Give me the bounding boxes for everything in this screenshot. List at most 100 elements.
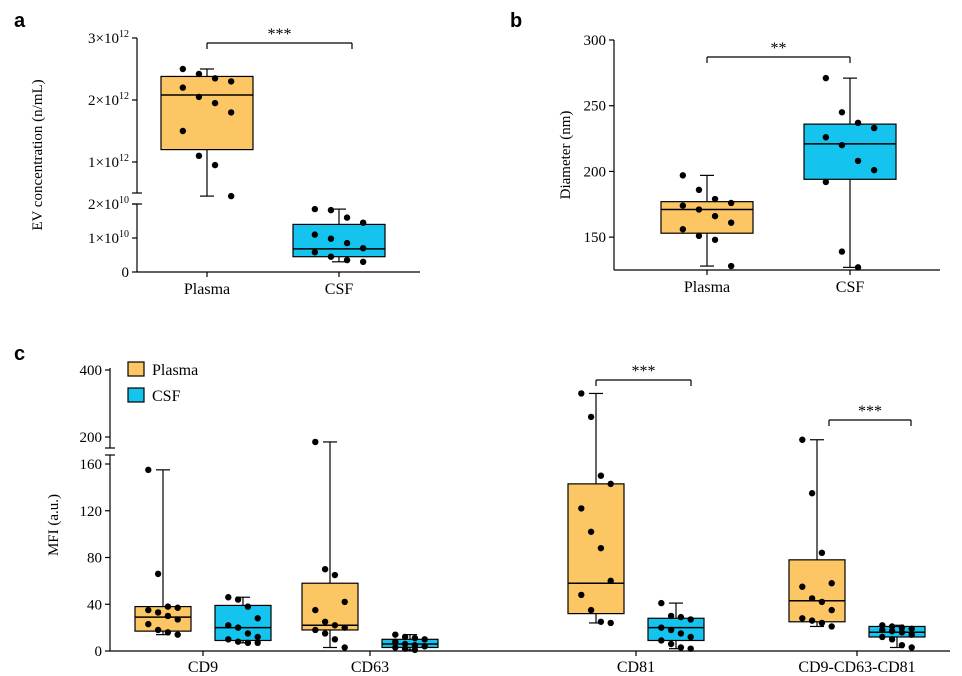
panel-c-xtick-label: CD9-CD63-CD81 — [798, 659, 915, 676]
legend-csf-swatch — [127, 387, 145, 403]
panel-b-plasma-point — [711, 236, 719, 243]
panel-b-csf-point — [838, 248, 846, 255]
panel-a-xtick-label: CSF — [325, 281, 354, 298]
panel-b-plasma-box — [660, 201, 754, 234]
panel-b-csf-point — [870, 166, 878, 174]
panel-c-csf-1-point — [392, 638, 399, 645]
legend-plasma-swatch — [127, 361, 145, 377]
panel-c-plasma-0-point — [164, 629, 172, 636]
panel-b-plasma-point — [679, 172, 687, 179]
panel-c-csf-0-point — [225, 594, 232, 601]
panel-b-csf-point — [822, 74, 830, 82]
panel-c-xtick-label: CD63 — [351, 659, 389, 676]
panel-c-csf-3-point — [908, 631, 915, 638]
panel-c-ytick-label: 200 — [80, 430, 103, 446]
panel-b-ytick-label: 300 — [584, 33, 607, 49]
panel-a-csf-point — [327, 253, 335, 260]
panel-c-plasma-3-point — [799, 583, 806, 590]
panel-a-letter: a — [14, 10, 26, 32]
panel-c-csf-2-point — [677, 630, 685, 637]
panel-c-csf-0-point — [225, 636, 232, 643]
panel-c-xtick-label: CD9 — [188, 659, 218, 676]
panel-b-csf-box — [803, 123, 897, 180]
panel-b-csf-point — [822, 134, 830, 141]
panel-c-plasma-1-point — [341, 644, 348, 651]
panel-c-plasma-1-point — [321, 630, 329, 637]
panel-c-plasma-3-point — [799, 615, 806, 622]
panel-c-csf-2-point — [687, 633, 694, 641]
panel-c-plasma-2-point — [607, 619, 614, 627]
panel-a-ytick-label: 1×1012 — [88, 153, 129, 171]
panel-c-plasma-2-point — [597, 544, 605, 552]
panel-c-plasma-1-point — [331, 636, 339, 643]
panel-a-csf-point — [311, 249, 319, 256]
panel-c-plasma-0-point — [174, 604, 181, 611]
panel-a-significance-label: *** — [268, 26, 292, 43]
panel-c-csf-1-point — [401, 633, 409, 641]
panel-c-csf-3-point — [908, 644, 915, 651]
panel-a-csf-point — [343, 214, 351, 221]
panel-a-ytick-label: 2×1012 — [88, 91, 129, 109]
panel-c-plasma-0-point — [154, 626, 162, 634]
panel-a-csf-point — [343, 256, 351, 264]
panel-c-significance-triple-label: *** — [858, 403, 882, 420]
panel-c-plasma-3-point — [828, 580, 835, 587]
panel-c-csf-0-point — [254, 639, 261, 647]
panel-c-ytick-label: 0 — [95, 644, 103, 660]
panel-a-ytick-label: 1×1010 — [88, 229, 129, 247]
panel-a-csf-point — [311, 205, 319, 213]
panel-c-ytick-label: 160 — [80, 457, 103, 473]
panel-c-csf-3-point — [898, 629, 906, 636]
panel-c-plasma-2-point — [578, 505, 585, 512]
panel-c-plasma-3-point — [818, 619, 826, 627]
panel-c-csf-1-point — [411, 641, 419, 649]
panel-c-plasma-1-point — [331, 571, 339, 579]
panel-b-csf-point — [838, 141, 846, 149]
panel-c-csf-1-point — [401, 640, 409, 648]
panel-b-plasma-point — [727, 199, 735, 207]
panel-a-csf-point — [311, 231, 319, 238]
panel-a-csf-point — [359, 245, 367, 252]
panel-a-plasma-point — [227, 109, 235, 116]
panel-c-ytick-label: 120 — [80, 504, 103, 520]
panel-c-ylabel: MFI (a.u.) — [46, 494, 62, 556]
panel-b-ylabel: Diameter (nm) — [558, 111, 574, 200]
panel-a-plasma-point — [211, 99, 219, 107]
panel-c-plasma-0-point — [164, 603, 172, 610]
panel-c-plasma-1-point — [321, 565, 329, 573]
panel-b-csf-point — [854, 264, 862, 271]
legend-plasma-label: Plasma — [152, 362, 198, 379]
panel-c-plasma-3-box — [788, 559, 846, 623]
panel-b-letter: b — [510, 10, 522, 32]
panel-c-plasma-2-point — [607, 480, 614, 488]
panel-c-csf-2-point — [658, 637, 665, 644]
panel-b-plasma-point — [711, 195, 719, 203]
legend-csf-label: CSF — [152, 388, 181, 405]
panel-b-plasma-point — [695, 186, 703, 194]
panel-c-csf-2-point — [667, 626, 675, 634]
panel-c-plasma-3-point — [828, 623, 835, 630]
panel-a-csf-point — [343, 239, 351, 247]
panel-b-plasma-point — [695, 232, 703, 240]
panel-c-csf-3-point — [888, 636, 896, 643]
panel-b-plasma-point — [727, 219, 735, 226]
panel-c-plasma-0-point — [145, 620, 152, 628]
panel-c-plasma-2-box — [567, 483, 625, 615]
panel-c-plasma-1-point — [331, 622, 339, 629]
panel-c-csf-3-point — [888, 627, 896, 635]
panel-c-plasma-1-point — [312, 606, 319, 614]
panel-c-plasma-0-point — [145, 606, 152, 614]
panel-b-xtick-label: Plasma — [684, 279, 730, 296]
panel-c-plasma-0-point — [164, 612, 172, 620]
panel-c-csf-1-point — [421, 636, 428, 643]
panel-a-plasma-point — [211, 161, 219, 169]
panel-a-ytick-label: 3×1012 — [88, 29, 129, 47]
panel-c-plasma-2-point — [597, 618, 605, 625]
panel-c-csf-2-point — [687, 616, 694, 623]
panel-a-ylabel: EV concentration (n/mL) — [30, 79, 46, 230]
panel-c-plasma-3-point — [828, 606, 835, 614]
panel-c-csf-0-point — [225, 622, 232, 629]
panel-c-plasma-1-point — [341, 598, 348, 606]
panel-c-csf-0-point — [234, 596, 242, 603]
